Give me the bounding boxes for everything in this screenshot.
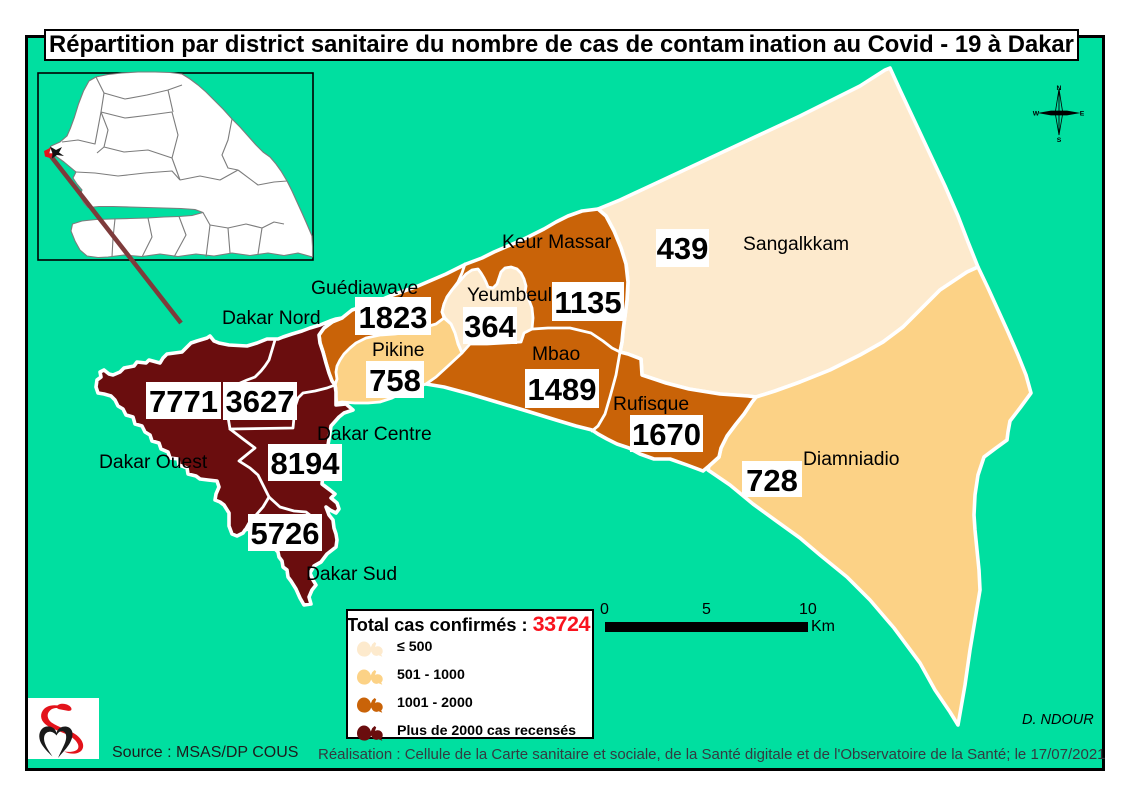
svg-text:E: E <box>1080 111 1085 118</box>
svg-text:W: W <box>1033 111 1040 118</box>
svg-text:S: S <box>1057 137 1062 144</box>
svg-text:N: N <box>1057 85 1062 92</box>
